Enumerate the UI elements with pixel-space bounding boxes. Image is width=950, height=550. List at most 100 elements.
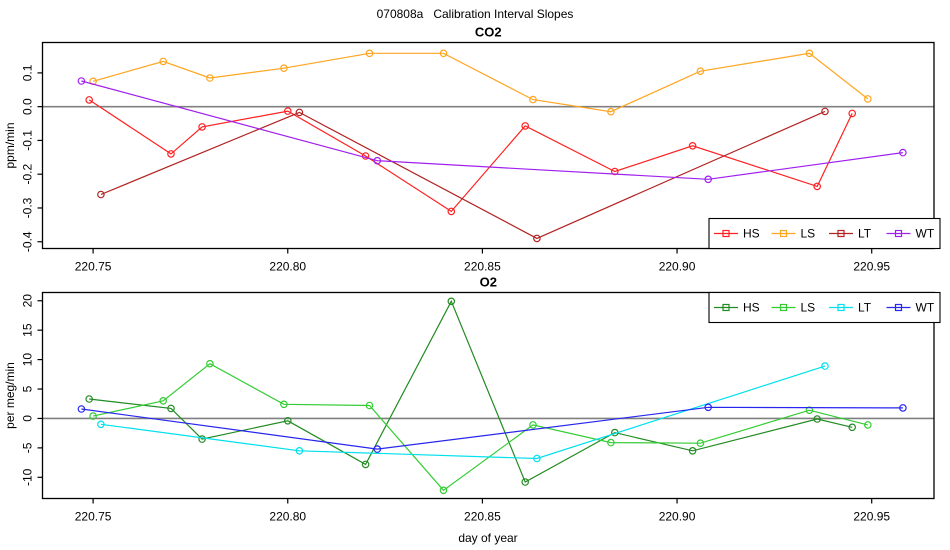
co2-panel: 220.75 220.80 220.85 220.90 220.95 0.1 0.0 -0.1… — [3, 25, 941, 274]
o2-series-ls-point — [696, 439, 705, 448]
o2-series-wt-point — [899, 404, 907, 412]
co2-legend-label-wt: WT — [916, 227, 935, 241]
co2-series-lt-point — [295, 108, 304, 117]
co2-series-wt-point — [77, 77, 86, 85]
co2-legend-marker-hs — [722, 229, 730, 238]
co2-x-tick-label: 220.80 — [269, 260, 306, 274]
o2-series-hs-point — [848, 423, 857, 432]
o2-x-tick-label: 220.85 — [464, 510, 501, 524]
o2-series-wt-point — [704, 403, 713, 412]
co2-series-wt-point — [373, 156, 382, 165]
co2-series-lt-point — [533, 234, 541, 243]
o2-series-ls-point — [89, 412, 97, 420]
o2-legend: HS LS LT WT — [708, 291, 941, 324]
o2-series-lt-point — [533, 454, 541, 463]
co2-series-ls-point — [439, 49, 448, 58]
o2-series-ls-point — [439, 486, 448, 495]
co2-series-hs-point — [610, 167, 619, 176]
co2-legend: HS LS LT WT — [708, 217, 941, 250]
o2-panel: 220.75 220.80 220.85 220.90 220.95 20 15 10 5 0 -5… — [3, 275, 941, 524]
o2-series-lt-point — [821, 362, 829, 370]
o2-series-lt-point — [97, 420, 105, 429]
o2-legend-marker-ls — [779, 303, 788, 312]
o2-x-tick-label: 220.75 — [75, 510, 112, 524]
co2-series-hs-line — [88, 99, 853, 213]
co2-y-tick-label: -0.4 — [21, 231, 35, 252]
co2-x-tick-label: 220.95 — [853, 260, 890, 274]
o2-series-ls-point — [365, 401, 374, 410]
co2-series-hs-point — [447, 207, 456, 216]
co2-x-tick-label: 220.75 — [75, 260, 112, 274]
co2-series-ls-point — [365, 49, 374, 58]
o2-plot-box — [41, 291, 935, 500]
co2-series-ls-point — [805, 49, 814, 58]
x-axis-title: day of year — [458, 531, 518, 545]
o2-legend-marker-hs — [722, 303, 730, 312]
o2-series-ls-line — [92, 362, 868, 492]
o2-series-hs-point — [521, 478, 530, 486]
co2-series-ls-point — [206, 74, 214, 82]
o2-y-tick-label: 0 — [21, 415, 35, 422]
co2-legend-marker-ls — [779, 229, 788, 238]
co2-series-hs-point — [167, 150, 175, 158]
o2-legend-label-lt: LT — [858, 301, 872, 315]
co2-series-ls-point — [529, 95, 537, 104]
co2-series-ls-point — [607, 107, 615, 116]
co2-y-tick-label: -0.2 — [21, 164, 35, 185]
o2-title: O2 — [480, 275, 497, 290]
co2-legend-label-hs: HS — [743, 227, 760, 241]
o2-series-hs-point — [167, 404, 175, 413]
o2-legend-label-wt: WT — [916, 301, 935, 315]
co2-x-tick-label: 220.85 — [464, 260, 501, 274]
co2-series-ls-point — [280, 64, 288, 73]
o2-series-hs-point — [198, 435, 206, 443]
o2-legend-marker-lt — [837, 303, 845, 312]
o2-series-hs-point — [85, 395, 94, 403]
co2-series-wt-point — [899, 148, 907, 157]
o2-legend-label-hs: HS — [743, 301, 760, 315]
co2-y-tick-label: 0.0 — [21, 98, 35, 115]
co2-series-hs-point — [85, 96, 94, 104]
co2-series-lt-point — [821, 107, 829, 116]
co2-series-ls-point — [696, 67, 705, 76]
co2-series-hs-point — [283, 107, 292, 115]
co2-y-tick-label: -0.1 — [21, 130, 35, 151]
co2-series-hs-point — [848, 109, 857, 118]
o2-y-tick-label: 15 — [21, 323, 35, 337]
o2-series-ls-point — [280, 400, 288, 409]
co2-legend-marker-lt — [837, 229, 845, 238]
o2-series-ls-point — [607, 438, 615, 447]
o2-series-ls-point — [805, 406, 814, 415]
o2-y-tick-label: 5 — [21, 385, 35, 392]
o2-series-wt-line — [81, 406, 903, 450]
co2-series-hs-point — [521, 122, 530, 130]
co2-series-ls-point — [159, 57, 168, 66]
o2-series-hs-point — [283, 416, 292, 425]
co2-series-hs-point — [198, 123, 206, 131]
o2-series-ls-point — [159, 396, 168, 405]
o2-x-tick-label: 220.95 — [853, 510, 890, 524]
o2-series-hs-point — [688, 446, 697, 455]
o2-series-lt-point — [295, 446, 304, 455]
co2-series-lt-point — [97, 190, 105, 199]
o2-series-hs-point — [361, 460, 370, 469]
o2-series-ls-point — [863, 421, 872, 429]
co2-x-tick-label: 220.90 — [659, 260, 696, 274]
co2-series-ls-point — [863, 95, 872, 103]
co2-legend-label-ls: LS — [801, 227, 816, 241]
o2-series-lt-line — [100, 365, 826, 460]
o2-series-hs-point — [447, 297, 456, 306]
o2-series-hs-point — [813, 415, 822, 423]
co2-y-tick-label: -0.3 — [21, 197, 35, 218]
co2-series-hs-point — [361, 152, 370, 160]
co2-plot-box — [41, 41, 935, 250]
o2-x-tick-label: 220.90 — [659, 510, 696, 524]
co2-y-tick-label: 0.1 — [21, 64, 35, 81]
co2-series-hs-point — [688, 142, 697, 150]
o2-y-tick-label: 20 — [21, 294, 35, 308]
o2-series-hs-line — [89, 299, 853, 483]
o2-legend-label-ls: LS — [801, 301, 816, 315]
o2-series-ls-point — [529, 421, 537, 429]
o2-series-wt-point — [77, 405, 86, 413]
